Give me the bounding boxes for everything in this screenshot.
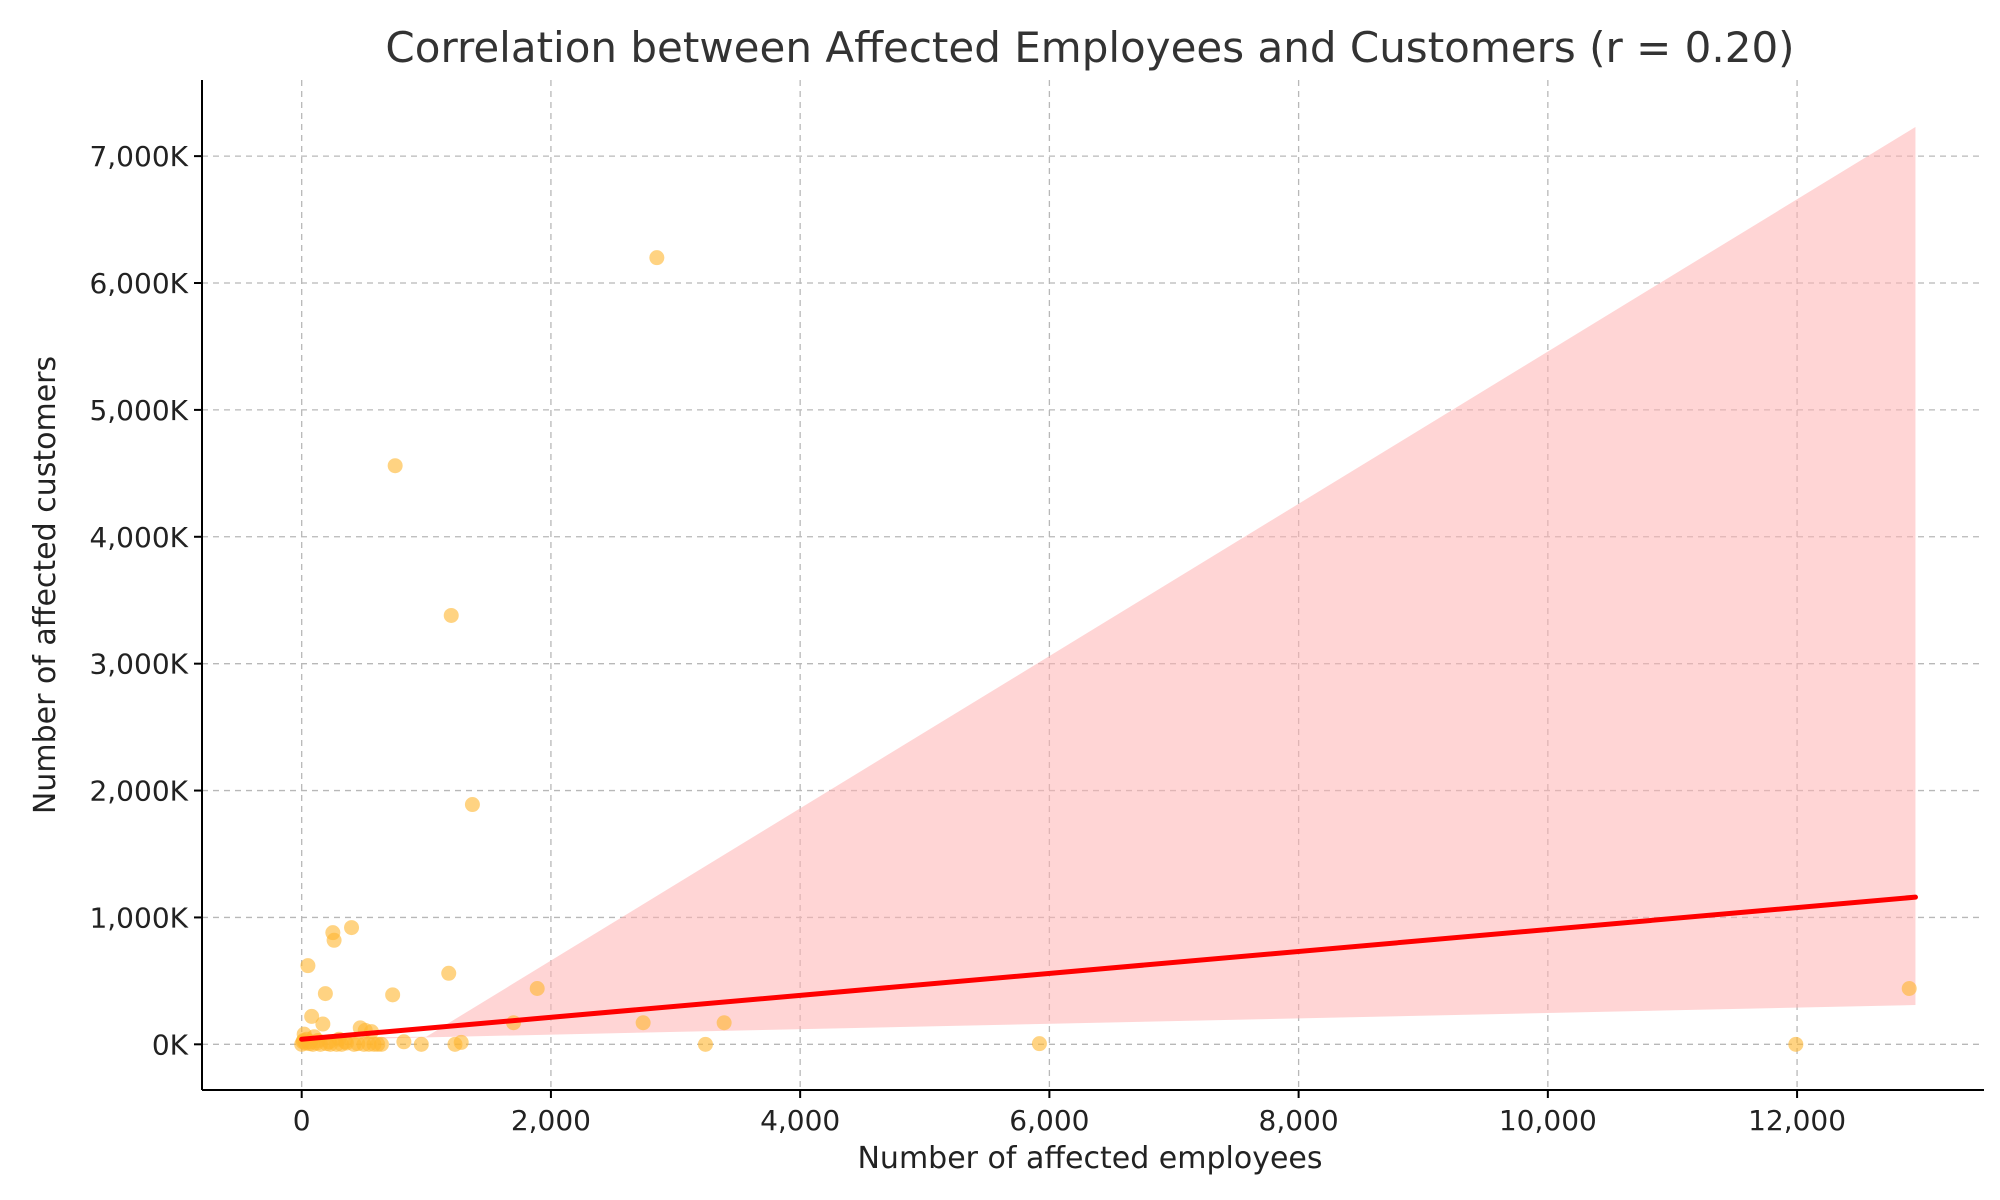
confidence-band bbox=[301, 126, 1916, 1041]
chart-title: Correlation between Affected Employees a… bbox=[385, 23, 1794, 72]
data-point bbox=[387, 458, 403, 474]
tick-labels: 0 2,000 4,000 6,000 8,000 10,000 12,000 0K 1,000… bbox=[89, 140, 1846, 1137]
y-tick-label: 0K bbox=[152, 1028, 189, 1061]
data-point bbox=[326, 932, 342, 948]
y-tick-label: 4,000K bbox=[89, 521, 188, 554]
data-point bbox=[315, 1016, 331, 1032]
data-point bbox=[385, 987, 401, 1003]
regression-line-group bbox=[299, 894, 1918, 1042]
data-point bbox=[1901, 980, 1917, 996]
data-point bbox=[317, 986, 333, 1002]
data-point bbox=[716, 1015, 732, 1031]
regression-line bbox=[299, 894, 1918, 1042]
data-point bbox=[697, 1036, 713, 1052]
y-tick-label: 3,000K bbox=[89, 648, 188, 681]
data-point bbox=[396, 1034, 412, 1050]
y-tick-label: 2,000K bbox=[89, 775, 188, 808]
data-point bbox=[529, 980, 545, 996]
axes bbox=[194, 80, 1984, 1098]
x-tick-label: 8,000 bbox=[1259, 1104, 1339, 1137]
y-tick-label: 1,000K bbox=[89, 901, 188, 934]
data-point bbox=[635, 1015, 651, 1031]
data-point bbox=[300, 958, 316, 974]
x-tick-label: 2,000 bbox=[511, 1104, 591, 1137]
data-point bbox=[370, 1036, 386, 1052]
data-point bbox=[443, 607, 459, 623]
data-point bbox=[649, 250, 665, 266]
data-point bbox=[464, 797, 480, 813]
confidence-band-group bbox=[301, 126, 1916, 1041]
y-tick-label: 6,000K bbox=[89, 267, 188, 300]
x-axis-title: Number of affected employees bbox=[857, 1141, 1322, 1176]
data-point bbox=[1788, 1036, 1804, 1052]
data-point bbox=[413, 1036, 429, 1052]
x-tick-label: 6,000 bbox=[1009, 1104, 1089, 1137]
x-tick-label: 10,000 bbox=[1499, 1104, 1597, 1137]
y-tick-label: 5,000K bbox=[89, 394, 188, 427]
data-point bbox=[1031, 1036, 1047, 1052]
data-point bbox=[344, 920, 360, 936]
x-tick-label: 4,000 bbox=[760, 1104, 840, 1137]
y-axis-title: Number of affected customers bbox=[28, 356, 63, 814]
x-tick-label: 12,000 bbox=[1748, 1104, 1846, 1137]
y-tick-label: 7,000K bbox=[89, 140, 188, 173]
data-point bbox=[441, 965, 457, 981]
data-point bbox=[304, 1008, 320, 1024]
x-tick-label: 0 bbox=[293, 1104, 311, 1137]
data-point bbox=[447, 1036, 463, 1052]
